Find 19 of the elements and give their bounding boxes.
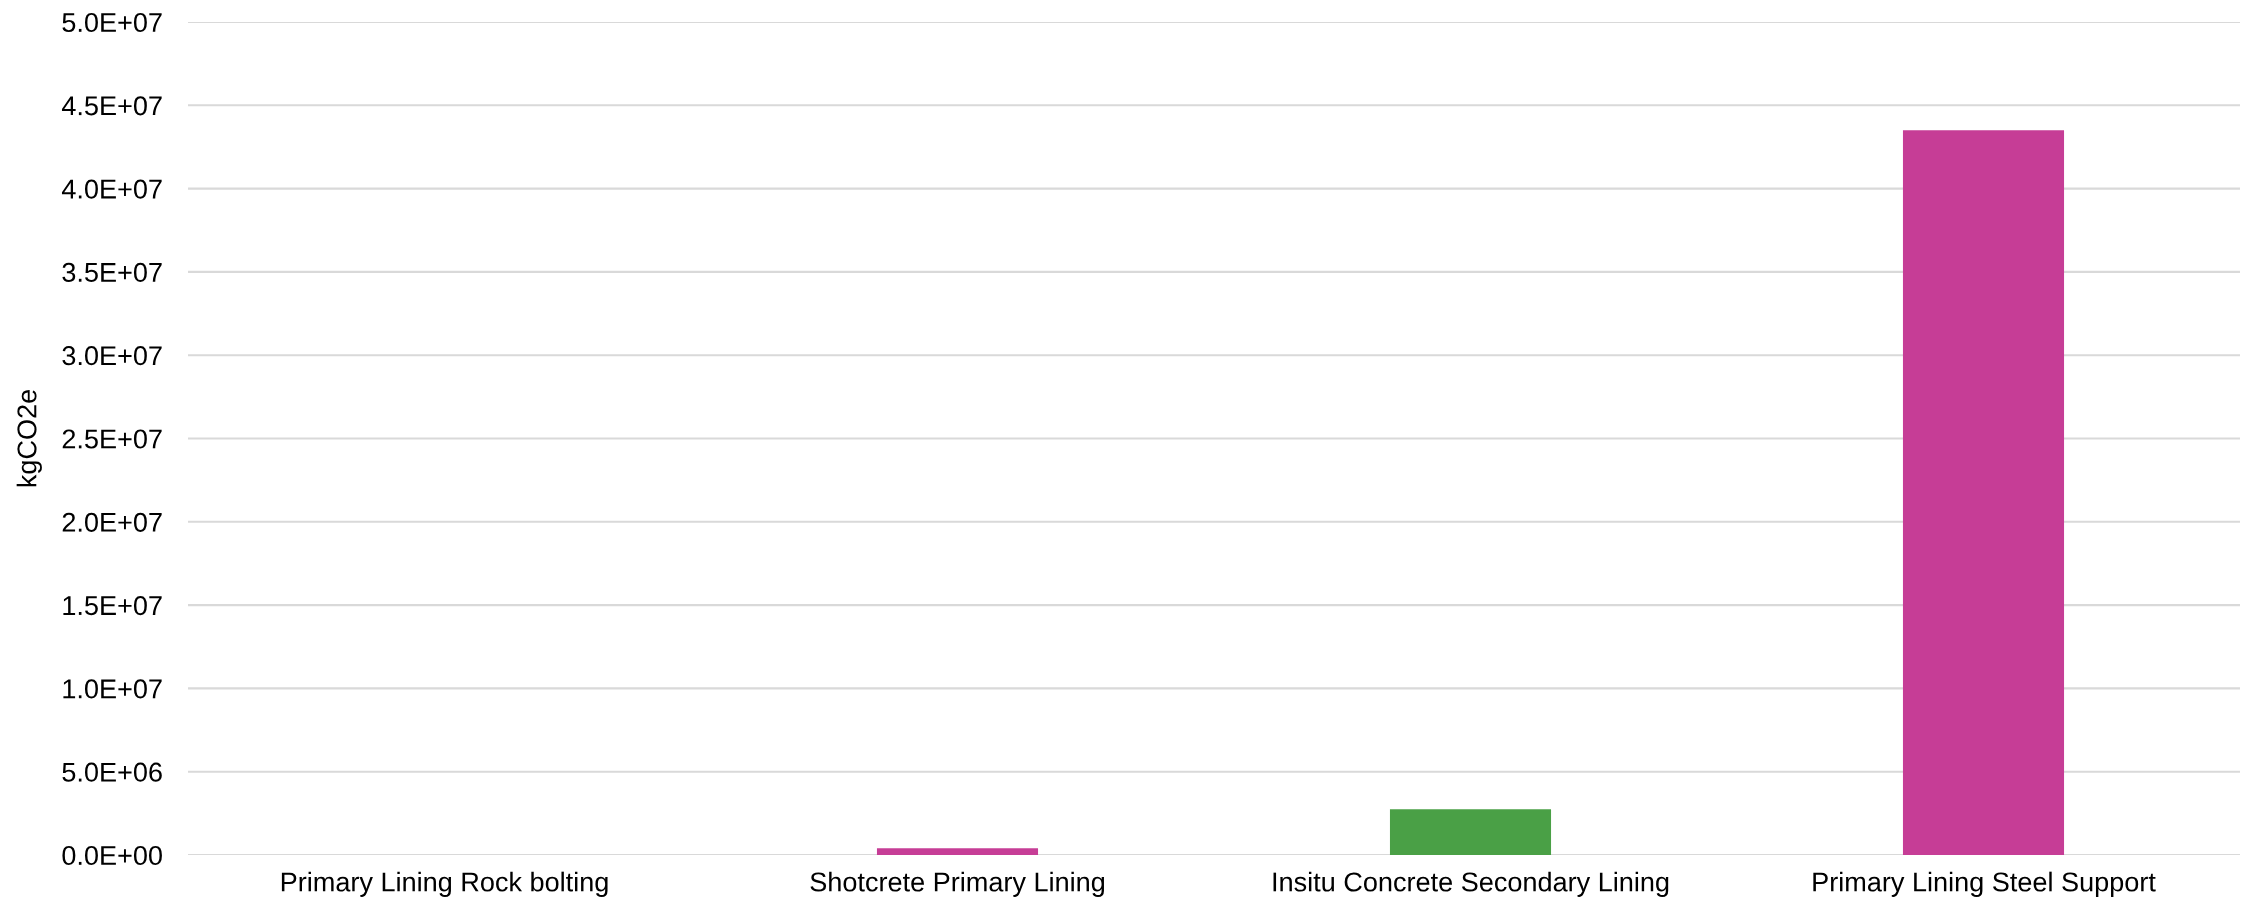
y-tick-label: 1.5E+07 [63, 596, 162, 616]
y-tick-label: 4.5E+07 [61, 96, 162, 116]
y-tick-label: 3.5E+07 [62, 262, 162, 282]
y-tick-label: 5.0E+07 [62, 12, 162, 33]
x-tick-label: Shotcrete Primary Lining [810, 871, 1105, 897]
x-tick-label: Insitu Concrete Secondary Lining [1273, 871, 1669, 897]
bar [1389, 809, 1552, 855]
y-tick-label: 4.0E+07 [61, 179, 162, 199]
bar [1902, 130, 2065, 855]
y-tick-label: 1.0E+07 [63, 679, 162, 699]
x-tick-label: Primary Lining Rock bolting [281, 871, 608, 897]
y-tick-label: 3.0E+07 [62, 346, 162, 366]
y-tick-label: 2.0E+07 [62, 512, 162, 532]
bar [876, 848, 1039, 855]
y-tick-label: 5.0E+06 [62, 762, 162, 782]
y-tick-label: 0.0E+00 [62, 845, 162, 866]
x-tick-label: Primary Lining Steel Support [1813, 871, 2156, 897]
y-tick-label: 2.5E+07 [62, 429, 162, 449]
y-axis-title: kgCO2e [16, 390, 42, 487]
